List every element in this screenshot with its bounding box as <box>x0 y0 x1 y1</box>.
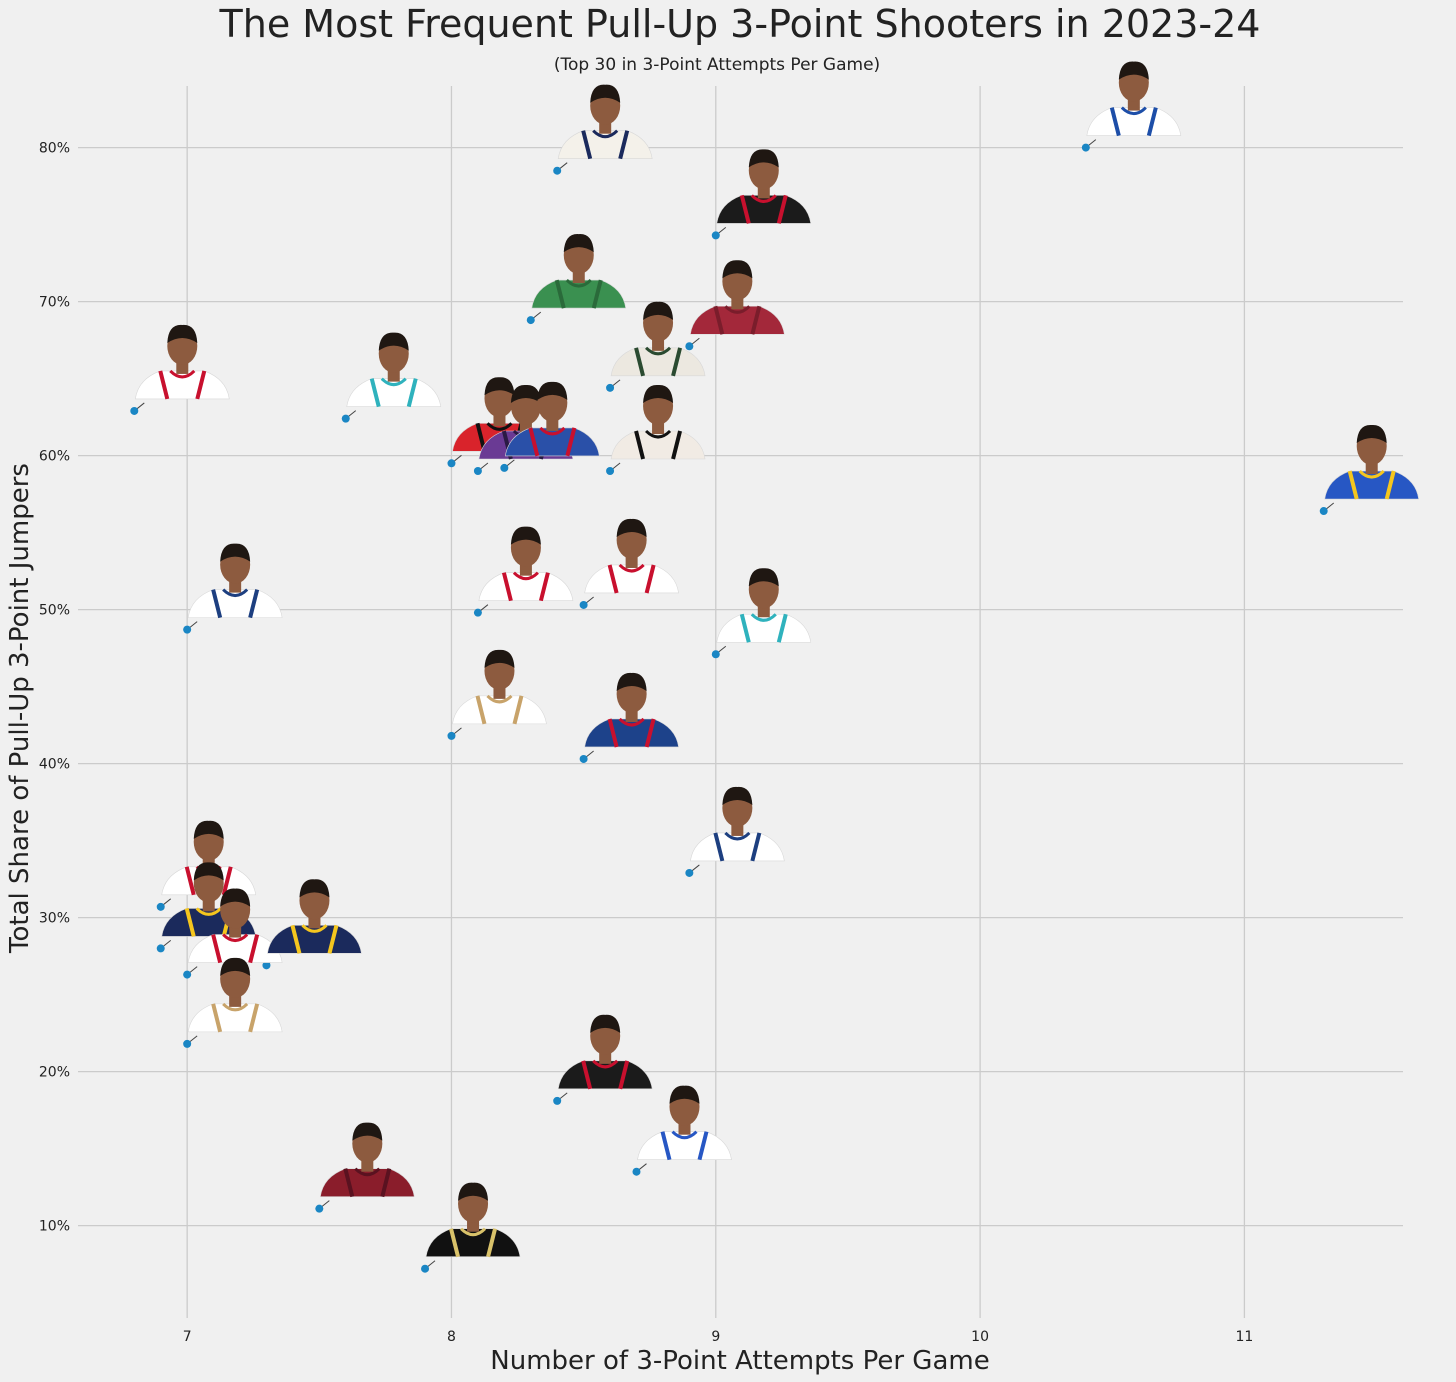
y-tick-label: 80% <box>39 141 70 157</box>
data-point <box>447 459 456 468</box>
player-headshot <box>690 260 785 335</box>
data-point <box>473 467 482 475</box>
player-headshot <box>346 332 442 408</box>
data-point <box>553 166 562 175</box>
data-point <box>500 463 509 472</box>
x-axis-label: Number of 3-Point Attempts Per Game <box>490 1346 989 1376</box>
data-point <box>579 754 588 763</box>
data-point <box>156 902 165 911</box>
player-headshot <box>610 301 706 377</box>
player-headshot <box>452 649 547 725</box>
player-headshot <box>557 84 653 160</box>
player-headshot <box>187 888 283 964</box>
player-headshot <box>690 786 785 862</box>
chart-subtitle: (Top 30 in 3-Point Attempts Per Game) <box>554 55 880 75</box>
data-point <box>183 1039 192 1048</box>
player-headshot <box>610 384 706 460</box>
player-headshot <box>531 234 627 309</box>
player-headshot <box>187 543 283 619</box>
data-point <box>711 231 720 240</box>
y-tick-label: 40% <box>39 757 70 773</box>
y-tick-label: 10% <box>39 1219 70 1235</box>
data-point <box>473 608 482 617</box>
player-headshot <box>1086 61 1182 137</box>
player-headshot <box>319 1122 415 1198</box>
data-point <box>130 406 139 415</box>
player-headshot <box>637 1085 732 1161</box>
data-points <box>130 139 1335 1273</box>
data-point <box>447 731 456 740</box>
player-headshot <box>716 568 812 643</box>
data-point <box>606 467 615 475</box>
player-headshot <box>584 672 679 748</box>
y-tick-label: 60% <box>39 449 70 465</box>
y-tick-label: 20% <box>39 1065 70 1081</box>
data-point <box>553 1096 562 1105</box>
data-point <box>526 316 535 325</box>
y-tick-label: 50% <box>39 603 70 619</box>
player-headshot <box>716 149 812 224</box>
player-headshot <box>425 1182 521 1258</box>
data-point <box>156 944 165 953</box>
data-point <box>685 342 694 351</box>
player-headshot <box>478 526 574 602</box>
data-point <box>421 1264 430 1273</box>
player-headshot <box>187 957 283 1033</box>
player-headshot <box>134 324 230 400</box>
data-point <box>685 868 694 877</box>
gridlines <box>78 86 1403 1318</box>
data-point <box>711 650 720 659</box>
x-tick-label: 11 <box>1235 1329 1253 1345</box>
data-point <box>262 961 271 970</box>
data-point <box>183 625 192 634</box>
player-headshot <box>1324 424 1420 500</box>
data-point <box>606 383 615 392</box>
x-tick-label: 7 <box>183 1329 192 1345</box>
data-point <box>1319 507 1328 516</box>
data-point <box>183 970 192 979</box>
player-headshot <box>584 518 679 594</box>
player-headshot <box>557 1014 653 1090</box>
data-point <box>1081 143 1090 152</box>
x-tick-label: 8 <box>447 1329 456 1345</box>
player-headshot <box>267 879 362 954</box>
data-point <box>579 600 588 609</box>
chart-title: The Most Frequent Pull-Up 3-Point Shoote… <box>219 2 1261 46</box>
data-point <box>632 1167 641 1176</box>
x-tick-label: 9 <box>711 1329 720 1345</box>
player-headshot <box>504 381 600 457</box>
x-tick-label: 10 <box>971 1329 989 1345</box>
player-headshots <box>134 61 1420 1258</box>
data-point <box>315 1204 324 1213</box>
data-point <box>341 414 350 423</box>
y-tick-label: 70% <box>39 295 70 311</box>
y-axis-label: Total Share of Pull-Up 3-Point Jumpers <box>5 463 35 954</box>
tick-labels: 7 8 9 10 11 10% 20% 30% 40% 50% 60% 70% 80% <box>39 141 1253 1345</box>
y-tick-label: 30% <box>39 911 70 927</box>
